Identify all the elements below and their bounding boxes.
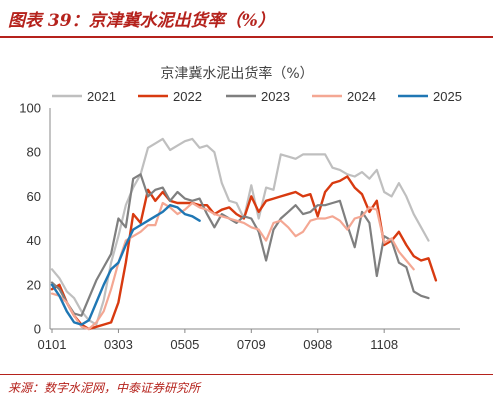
footer-divider bbox=[0, 374, 493, 375]
series-line-2025 bbox=[50, 203, 201, 326]
series-line-2023 bbox=[50, 173, 430, 317]
chart-legend: 2021 2022 2023 2024 2025 bbox=[52, 89, 462, 104]
legend-label-2024: 2024 bbox=[347, 89, 376, 104]
y-tick-label: 60 bbox=[27, 189, 41, 204]
y-tick-label: 100 bbox=[19, 101, 41, 116]
title-divider bbox=[0, 36, 493, 38]
chart-title: 京津冀水泥出货率（%） bbox=[160, 65, 313, 82]
series-line-2022 bbox=[50, 175, 438, 331]
x-tick-label: 0709 bbox=[237, 337, 266, 352]
x-axis: 0101 0303 0505 0709 0908 1108 bbox=[38, 328, 460, 352]
x-tick-label: 0505 bbox=[170, 337, 199, 352]
y-tick-label: 20 bbox=[27, 277, 41, 292]
line-chart: 京津冀水泥出货率（%） 2021 2022 2023 2024 2025 0 20 40 60… bbox=[19, 65, 462, 352]
y-tick-label: 40 bbox=[27, 233, 41, 248]
legend-label-2022: 2022 bbox=[173, 89, 202, 104]
legend-label-2023: 2023 bbox=[261, 89, 290, 104]
y-axis: 0 20 40 60 80 100 bbox=[19, 101, 51, 337]
x-tick-label: 0908 bbox=[303, 337, 332, 352]
series-line-2024 bbox=[50, 201, 415, 331]
series-lines bbox=[50, 137, 438, 331]
x-tick-label: 1108 bbox=[370, 337, 398, 352]
series-line-2021 bbox=[50, 137, 430, 326]
figure-title: 图表 39：京津冀水泥出货率（%） bbox=[8, 11, 275, 31]
legend-label-2021: 2021 bbox=[87, 89, 116, 104]
y-tick-label: 80 bbox=[27, 145, 41, 160]
legend-label-2025: 2025 bbox=[433, 89, 462, 104]
source-note: 来源：数字水泥网，中泰证券研究所 bbox=[8, 381, 201, 395]
x-tick-label: 0303 bbox=[104, 337, 133, 352]
x-tick-label: 0101 bbox=[38, 337, 67, 352]
y-tick-label: 0 bbox=[34, 322, 41, 337]
